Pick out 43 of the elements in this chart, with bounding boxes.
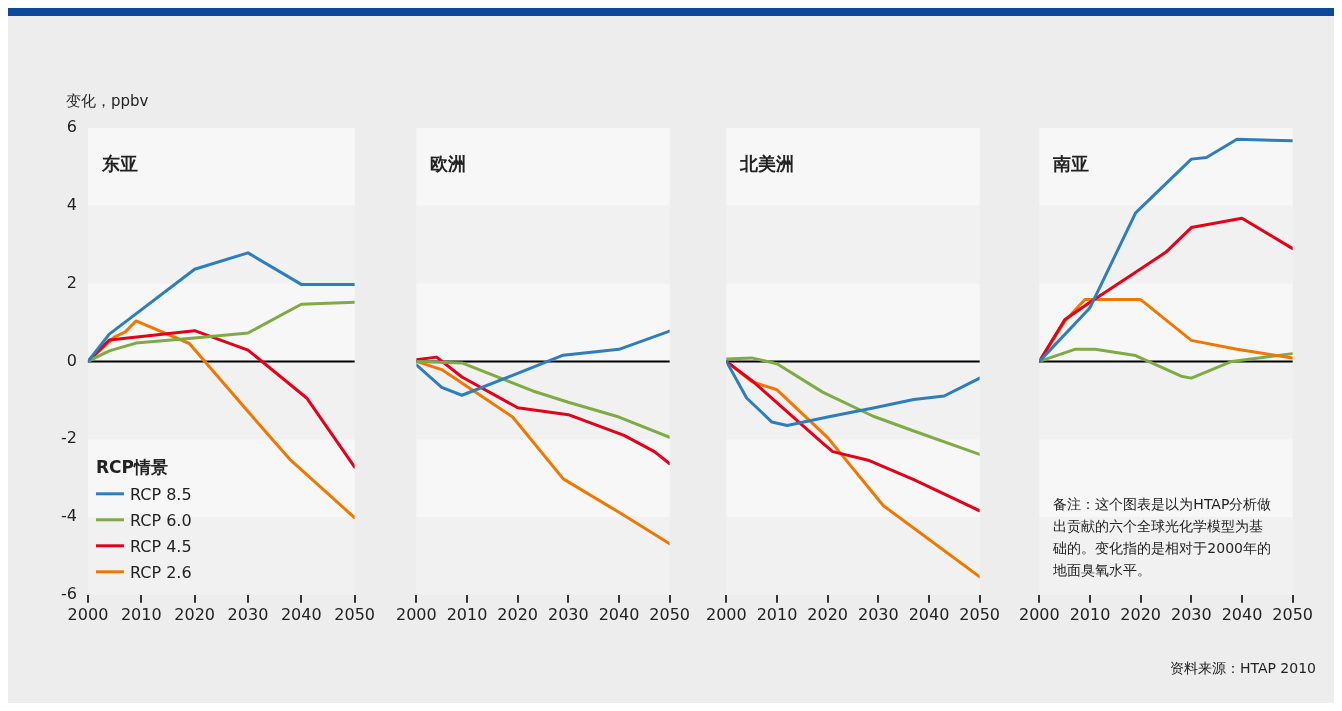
y-tick-label: 0 bbox=[66, 350, 77, 370]
text: 东亚 bbox=[100, 153, 138, 174]
x-tick-label: 2020 bbox=[497, 604, 539, 624]
x-tick-label: 2050 bbox=[959, 604, 1000, 624]
legend-label: RCP 2.6 bbox=[129, 562, 192, 582]
text: 南亚 bbox=[1052, 153, 1090, 174]
y-tick-label: -6 bbox=[61, 583, 77, 603]
x-tick-label: 2030 bbox=[1170, 604, 1212, 624]
legend-label: RCP 6.0 bbox=[129, 510, 192, 530]
x-tick-label: 2010 bbox=[446, 604, 488, 624]
x-tick-label: 2050 bbox=[649, 604, 690, 624]
text: 北美洲 bbox=[739, 153, 795, 174]
x-tick-label: 2020 bbox=[174, 604, 215, 624]
x-tick-label: 2010 bbox=[120, 604, 162, 624]
x-tick-label: 2040 bbox=[908, 604, 950, 624]
y-tick-label: -4 bbox=[61, 506, 77, 526]
x-tick-label: 2000 bbox=[1019, 604, 1060, 624]
x-tick-label: 2030 bbox=[857, 604, 899, 624]
y-tick-label: 4 bbox=[66, 194, 77, 214]
y-tick-label: 6 bbox=[66, 117, 77, 137]
x-tick-label: 2000 bbox=[706, 604, 747, 624]
legend-title: RCP情景 bbox=[95, 456, 168, 477]
y-axis-title: 变化，ppbv bbox=[65, 92, 149, 110]
x-tick-label: 2050 bbox=[1272, 604, 1313, 624]
x-tick-label: 2040 bbox=[1221, 604, 1263, 624]
x-tick-label: 2010 bbox=[1069, 604, 1111, 624]
text: 欧洲 bbox=[430, 153, 467, 174]
x-tick-label: 2030 bbox=[547, 604, 589, 624]
x-tick-label: 2010 bbox=[756, 604, 798, 624]
y-tick-label: 2 bbox=[66, 272, 77, 292]
annotation: 备注：这个图表是以为HTAP分析做出贡献的六个全球光化学模型为基础的。变化指的是相对于2000年的地面臭氧水平。 bbox=[1052, 495, 1272, 578]
x-tick-label: 2030 bbox=[227, 604, 269, 624]
legend-label: RCP 4.5 bbox=[129, 536, 192, 556]
x-tick-label: 2040 bbox=[598, 604, 640, 624]
x-tick-label: 2020 bbox=[1120, 604, 1162, 624]
text: 资料来源：HTAP 2010 bbox=[1169, 660, 1316, 678]
legend-label: RCP 8.5 bbox=[129, 484, 192, 504]
x-tick-label: 2020 bbox=[807, 604, 849, 624]
x-tick-label: 2040 bbox=[280, 604, 322, 624]
x-tick-label: 2000 bbox=[396, 604, 437, 624]
x-tick-label: 2050 bbox=[334, 604, 375, 624]
y-tick-label: -2 bbox=[61, 428, 77, 448]
x-tick-label: 2000 bbox=[67, 604, 109, 624]
